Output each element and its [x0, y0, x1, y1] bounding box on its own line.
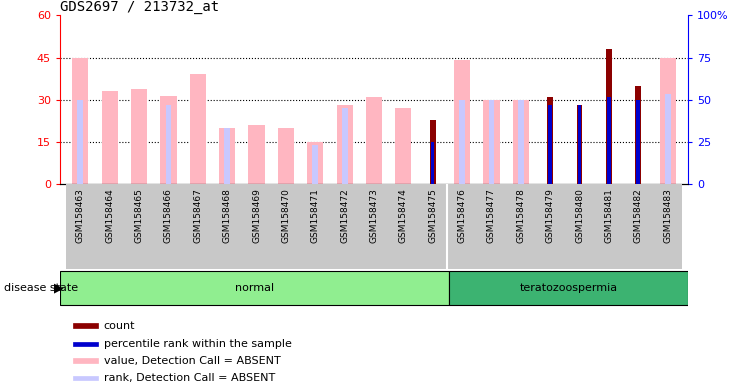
- Bar: [337, 106, 353, 184]
- Bar: [594, 184, 624, 269]
- Text: GSM158471: GSM158471: [310, 189, 320, 243]
- Bar: [73, 359, 97, 363]
- Bar: [607, 97, 610, 184]
- Bar: [73, 376, 97, 380]
- Text: GSM158472: GSM158472: [340, 189, 349, 243]
- Bar: [606, 49, 612, 184]
- Text: GSM158466: GSM158466: [164, 189, 173, 243]
- Bar: [518, 100, 524, 184]
- Text: GSM158467: GSM158467: [193, 189, 203, 243]
- Bar: [653, 184, 682, 269]
- Text: GSM158481: GSM158481: [604, 189, 613, 243]
- Bar: [95, 184, 124, 269]
- Text: count: count: [103, 321, 135, 331]
- Bar: [78, 100, 83, 184]
- Text: GSM158474: GSM158474: [399, 189, 408, 243]
- Bar: [307, 142, 323, 184]
- Text: value, Detection Call = ABSENT: value, Detection Call = ABSENT: [103, 356, 280, 366]
- Bar: [548, 97, 553, 184]
- Bar: [102, 91, 118, 184]
- Bar: [660, 58, 675, 184]
- Text: GSM158482: GSM158482: [634, 189, 643, 243]
- Text: GSM158463: GSM158463: [76, 189, 85, 243]
- Text: GSM158468: GSM158468: [223, 189, 232, 243]
- Text: GSM158476: GSM158476: [458, 189, 467, 243]
- Bar: [313, 145, 318, 184]
- Text: GSM158470: GSM158470: [281, 189, 290, 243]
- Text: GSM158473: GSM158473: [370, 189, 378, 243]
- Bar: [278, 128, 294, 184]
- Bar: [219, 128, 236, 184]
- Bar: [389, 184, 418, 269]
- Bar: [342, 108, 348, 184]
- Bar: [73, 58, 88, 184]
- Bar: [418, 184, 447, 269]
- Bar: [272, 184, 301, 269]
- Bar: [124, 184, 154, 269]
- Bar: [459, 100, 465, 184]
- Bar: [154, 184, 183, 269]
- Text: GSM158475: GSM158475: [428, 189, 438, 243]
- Text: rank, Detection Call = ABSENT: rank, Detection Call = ABSENT: [103, 373, 275, 383]
- Bar: [635, 86, 641, 184]
- Text: GDS2697 / 213732_at: GDS2697 / 213732_at: [60, 0, 219, 14]
- Bar: [483, 100, 500, 184]
- Text: GSM158465: GSM158465: [135, 189, 144, 243]
- Bar: [395, 108, 411, 184]
- Bar: [224, 128, 230, 184]
- Text: disease state: disease state: [4, 283, 78, 293]
- Bar: [637, 100, 640, 184]
- Bar: [430, 119, 435, 184]
- Text: GSM158469: GSM158469: [252, 189, 261, 243]
- Bar: [359, 184, 389, 269]
- Bar: [565, 184, 594, 269]
- Bar: [73, 342, 97, 346]
- Bar: [165, 106, 171, 184]
- Text: GSM158478: GSM158478: [516, 189, 525, 243]
- Text: percentile rank within the sample: percentile rank within the sample: [103, 339, 292, 349]
- Bar: [577, 106, 583, 184]
- Bar: [512, 100, 529, 184]
- Text: GSM158464: GSM158464: [105, 189, 114, 243]
- Bar: [488, 100, 494, 184]
- Bar: [248, 125, 265, 184]
- Bar: [160, 96, 177, 184]
- Bar: [212, 184, 242, 269]
- Bar: [330, 184, 359, 269]
- Text: teratozoospermia: teratozoospermia: [519, 283, 618, 293]
- Bar: [476, 184, 506, 269]
- Text: ▶: ▶: [54, 281, 64, 295]
- Bar: [242, 184, 272, 269]
- Bar: [183, 184, 212, 269]
- Text: GSM158477: GSM158477: [487, 189, 496, 243]
- Text: GSM158479: GSM158479: [545, 189, 555, 243]
- Bar: [431, 142, 435, 184]
- Bar: [449, 271, 688, 305]
- Bar: [73, 323, 97, 328]
- Bar: [454, 60, 470, 184]
- Text: normal: normal: [235, 283, 274, 293]
- Bar: [624, 184, 653, 269]
- Bar: [665, 94, 670, 184]
- Bar: [66, 184, 95, 269]
- Bar: [577, 106, 581, 184]
- Text: GSM158480: GSM158480: [575, 189, 584, 243]
- Bar: [301, 184, 330, 269]
- Bar: [366, 97, 382, 184]
- Bar: [506, 184, 536, 269]
- Bar: [60, 271, 449, 305]
- Bar: [190, 74, 206, 184]
- Text: GSM158483: GSM158483: [663, 189, 672, 243]
- Bar: [548, 106, 552, 184]
- Bar: [447, 184, 476, 269]
- Bar: [131, 89, 147, 184]
- Bar: [536, 184, 565, 269]
